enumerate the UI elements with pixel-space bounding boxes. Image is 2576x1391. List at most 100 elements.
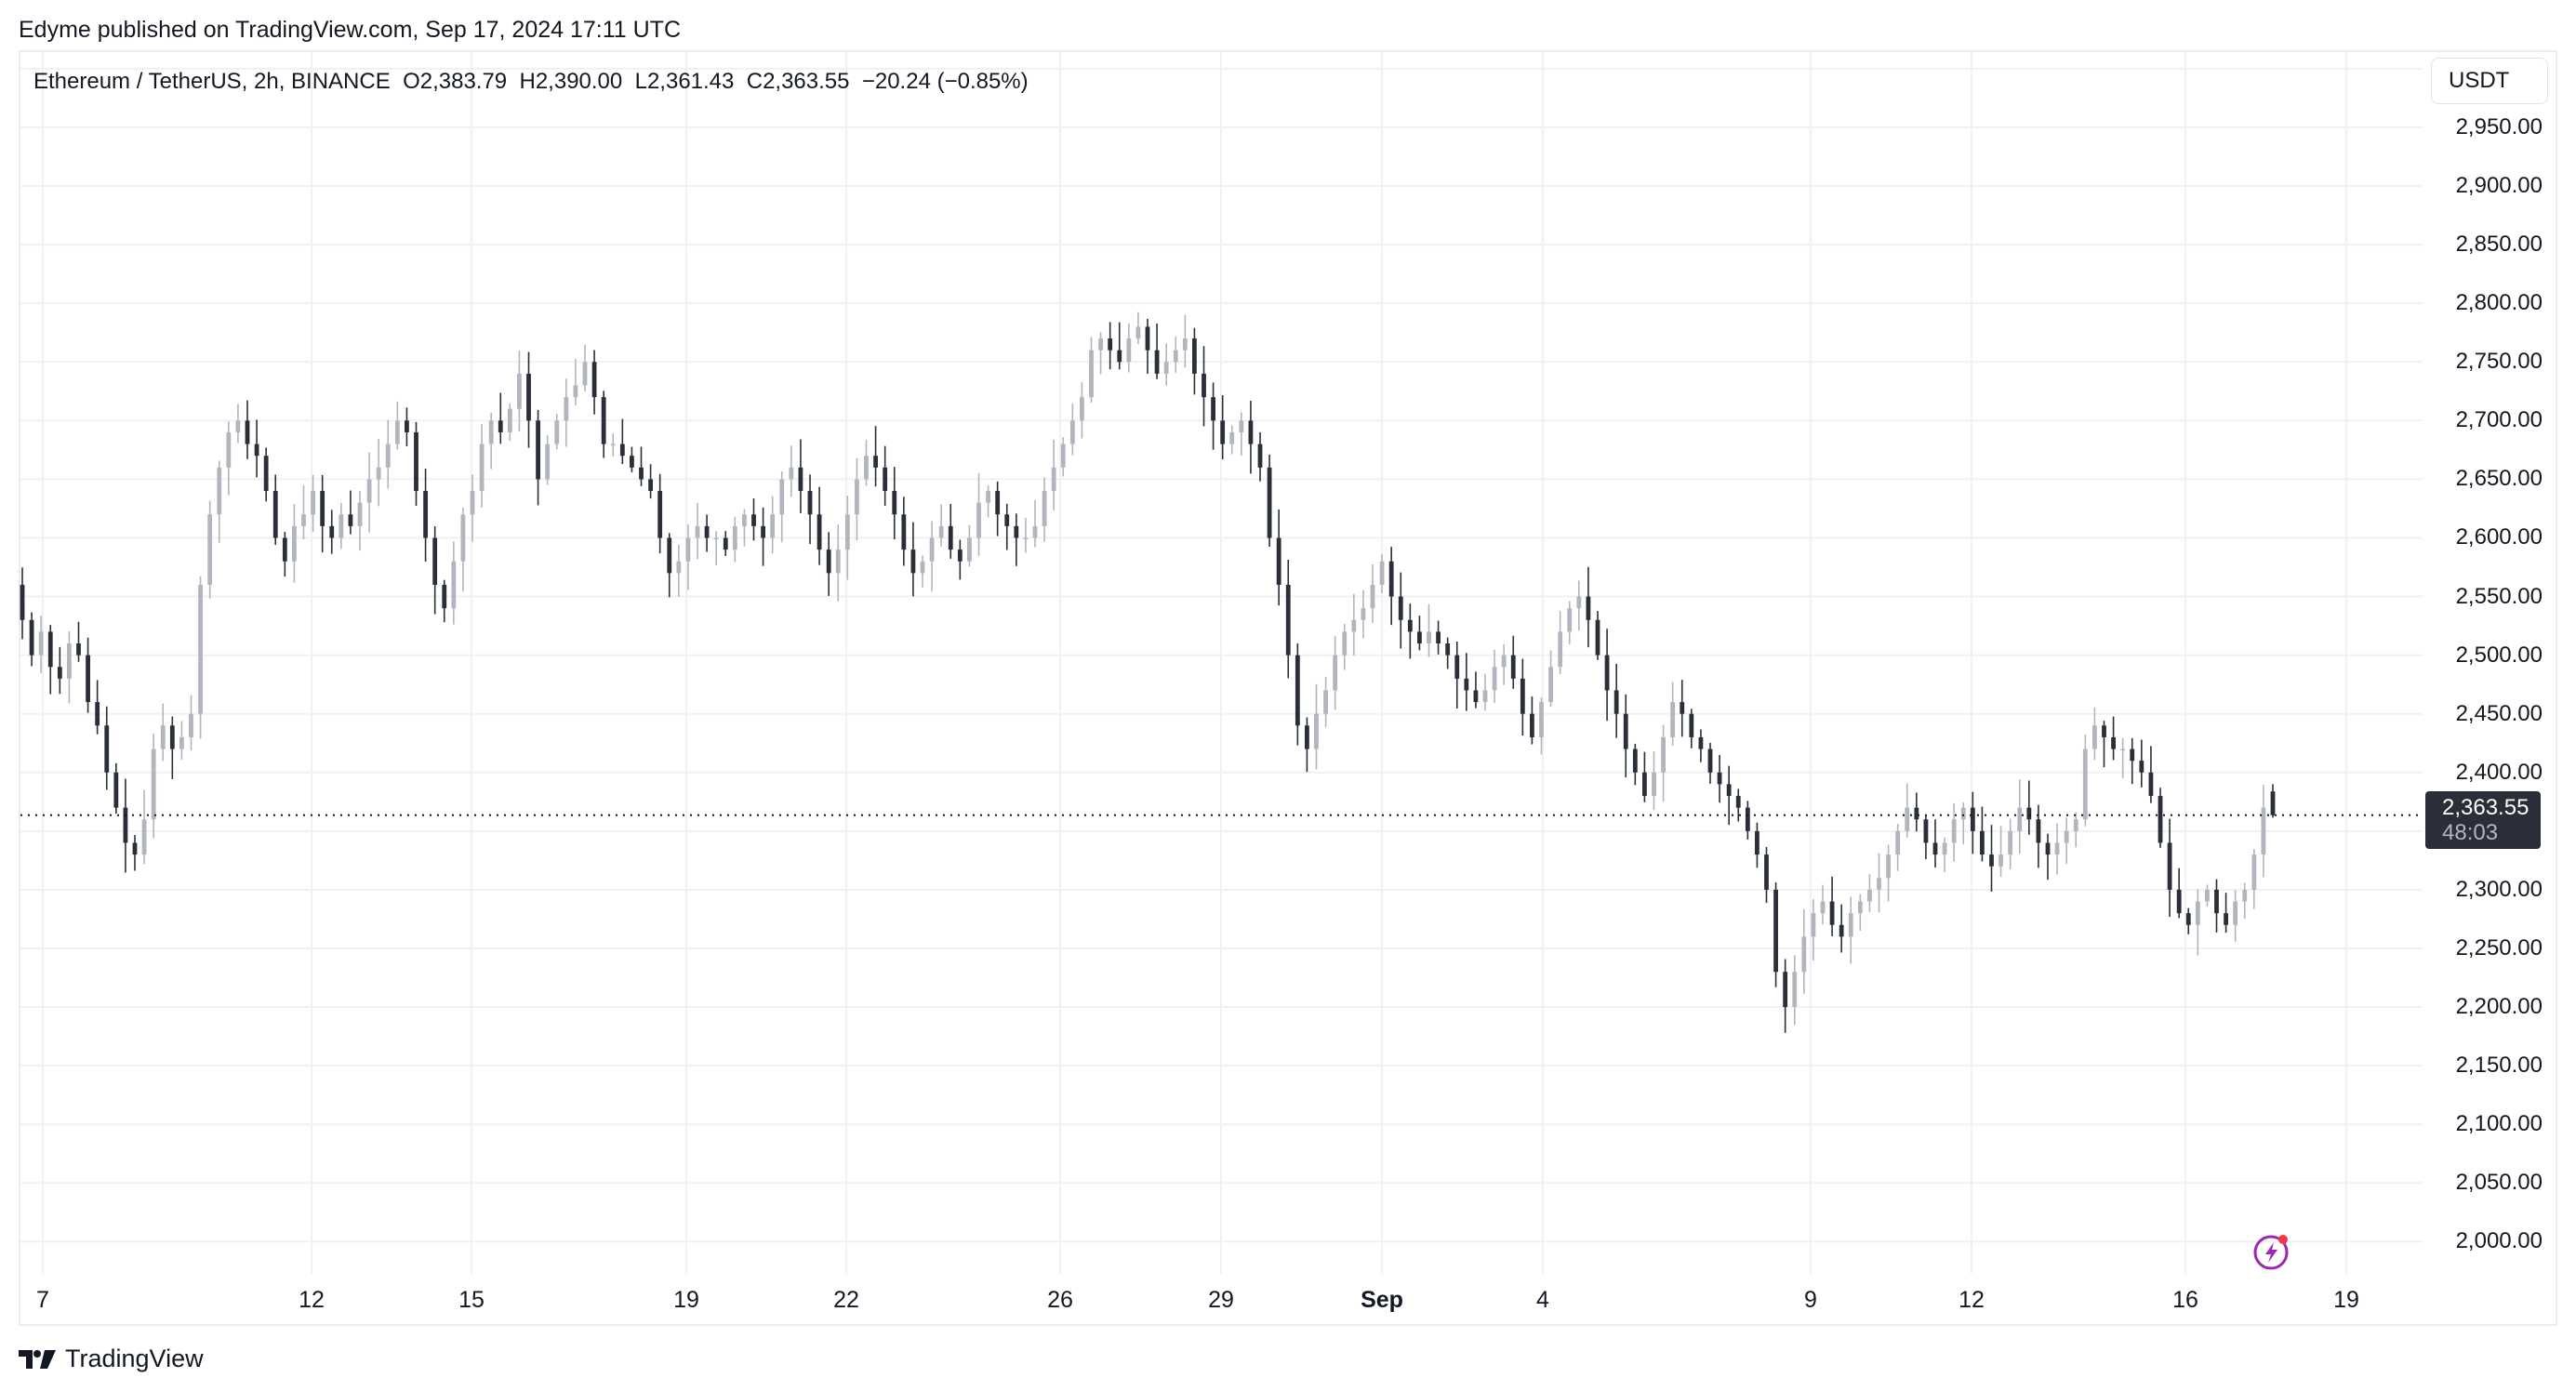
candle: [892, 467, 897, 540]
candle: [2139, 739, 2144, 788]
lightning-icon[interactable]: [2252, 1231, 2293, 1272]
candle: [1482, 673, 1488, 711]
candle: [2148, 746, 2154, 803]
footer-brand[interactable]: TradingView: [19, 1345, 204, 1373]
candle: [254, 419, 259, 478]
candle: [2261, 784, 2266, 878]
time-tick-label: 19: [2333, 1287, 2359, 1313]
price-tick-label: 2,950.00: [2455, 114, 2543, 139]
candle: [1623, 694, 1628, 777]
candle: [263, 447, 269, 502]
candle: [226, 421, 232, 496]
candle: [1877, 853, 1881, 913]
candle: [432, 526, 438, 615]
candle: [1989, 825, 1994, 892]
price-tick-label: 2,900.00: [2455, 173, 2543, 199]
candle: [1379, 554, 1385, 593]
candle: [451, 541, 457, 625]
candle: [1717, 754, 1722, 803]
candle: [1154, 324, 1160, 379]
candle: [1445, 637, 1451, 669]
candle: [883, 445, 888, 506]
candle: [1942, 837, 1947, 872]
candle: [217, 460, 222, 544]
price-tick-label: 2,300.00: [2455, 876, 2543, 902]
price-tick-label: 2,500.00: [2455, 642, 2543, 668]
candle: [282, 532, 287, 577]
candle: [695, 502, 700, 560]
candle: [1773, 882, 1778, 987]
candle: [2111, 716, 2116, 761]
candle: [817, 486, 822, 565]
candle: [2195, 889, 2200, 956]
candle: [742, 509, 747, 547]
candle: [95, 680, 100, 735]
candle: [1126, 323, 1132, 373]
candle: [554, 414, 560, 450]
candle: [376, 439, 381, 507]
candle: [1670, 682, 1676, 746]
candle: [311, 474, 315, 533]
candle: [1820, 884, 1826, 925]
candle: [198, 576, 203, 739]
candle: [2120, 737, 2126, 778]
time-tick-label: 29: [1208, 1287, 1234, 1313]
candle: [619, 418, 625, 465]
candle: [272, 474, 278, 546]
candle: [2017, 779, 2023, 854]
candle: [536, 409, 540, 506]
candle: [2270, 784, 2276, 818]
price-tick-label: 2,000.00: [2455, 1228, 2543, 1254]
candle: [1539, 697, 1544, 755]
candle: [967, 524, 972, 567]
time-tick-label: 19: [673, 1287, 699, 1313]
candle: [1811, 899, 1816, 960]
candle: [1098, 332, 1103, 375]
candle: [442, 579, 447, 623]
candle: [2233, 890, 2238, 942]
ohlc-high: H2,390.00: [519, 69, 623, 94]
candle: [1239, 412, 1244, 457]
candle: [1192, 327, 1197, 395]
candle: [1202, 346, 1206, 427]
candle: [1586, 566, 1591, 648]
price-tick-label: 2,400.00: [2455, 759, 2543, 785]
candle: [29, 612, 34, 667]
candle: [582, 344, 588, 391]
candle: [789, 445, 794, 497]
candle: [1829, 876, 1835, 936]
candle: [1548, 650, 1553, 708]
candle: [957, 539, 963, 580]
candle: [2176, 868, 2182, 919]
ohlc-close: C2,363.55: [746, 69, 850, 94]
time-tick-label: 7: [36, 1287, 49, 1313]
candle: [938, 504, 944, 547]
candle: [826, 532, 831, 596]
candle: [1407, 603, 1413, 659]
candle: [1652, 751, 1656, 811]
candle: [1905, 783, 1910, 838]
candle: [339, 502, 344, 550]
candle: [2224, 893, 2228, 934]
current-price-value: 2,363.55: [2442, 794, 2530, 820]
candle: [948, 504, 953, 559]
candle: [1182, 314, 1188, 368]
candle: [2026, 780, 2032, 835]
candle: [723, 531, 728, 557]
candle: [1285, 559, 1291, 679]
ohlc-change: −20.24 (−0.85%): [861, 69, 1029, 94]
candle: [394, 401, 400, 450]
symbol-name: Ethereum / TetherUS, 2h, BINANCE: [33, 69, 391, 94]
currency-unit-button[interactable]: USDT: [2431, 58, 2548, 104]
candle: [1792, 955, 1798, 1026]
symbol-legend: Ethereum / TetherUS, 2h, BINANCE O2,383.…: [33, 69, 1029, 95]
candle: [488, 412, 494, 470]
candle: [1951, 802, 1957, 862]
candle: [47, 625, 53, 695]
candle: [1735, 788, 1741, 822]
candle: [704, 514, 710, 552]
publish-info: Edyme published on TradingView.com, Sep …: [19, 17, 682, 43]
candle: [169, 716, 175, 779]
candle: [676, 545, 682, 597]
